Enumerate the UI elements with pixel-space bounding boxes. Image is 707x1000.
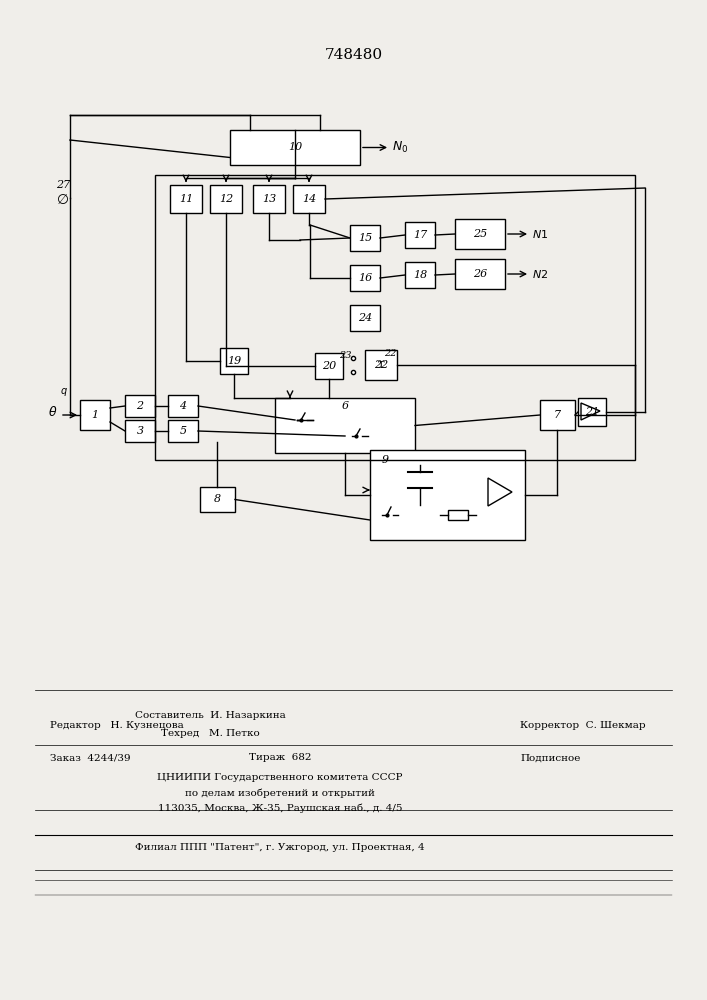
Text: $N_0$: $N_0$ [392, 140, 409, 155]
FancyBboxPatch shape [168, 420, 198, 442]
Text: 1: 1 [91, 410, 98, 420]
Text: 19: 19 [227, 356, 241, 366]
Text: ЦНИИПИ Государственного комитета СССР: ЦНИИПИ Государственного комитета СССР [157, 774, 403, 782]
FancyBboxPatch shape [230, 130, 360, 165]
FancyBboxPatch shape [168, 395, 198, 417]
Text: 22: 22 [374, 360, 388, 370]
Text: 21: 21 [585, 407, 599, 417]
FancyBboxPatch shape [455, 219, 505, 249]
Text: Подписное: Подписное [520, 754, 580, 762]
Text: $\mathit{q}$: $\mathit{q}$ [60, 386, 68, 398]
Text: T: T [378, 360, 385, 369]
FancyBboxPatch shape [370, 450, 525, 540]
Text: 10: 10 [288, 142, 302, 152]
Text: Корректор  С. Шекмар: Корректор С. Шекмар [520, 722, 645, 730]
Text: 7: 7 [554, 410, 561, 420]
Text: 26: 26 [473, 269, 487, 279]
FancyBboxPatch shape [80, 400, 110, 430]
Text: 3: 3 [136, 426, 144, 436]
Text: 20: 20 [322, 361, 336, 371]
Text: 113035, Москва, Ж-35, Раушская наб., д. 4/5: 113035, Москва, Ж-35, Раушская наб., д. … [158, 803, 402, 813]
FancyBboxPatch shape [405, 262, 435, 288]
Text: 17: 17 [413, 230, 427, 240]
Text: Техред   М. Петко: Техред М. Петко [160, 728, 259, 738]
Text: 5: 5 [180, 426, 187, 436]
Text: 12: 12 [219, 194, 233, 204]
Text: Тираж  682: Тираж 682 [249, 754, 311, 762]
Text: 14: 14 [302, 194, 316, 204]
Text: 748480: 748480 [325, 48, 383, 62]
FancyBboxPatch shape [540, 400, 575, 430]
FancyBboxPatch shape [365, 350, 397, 380]
FancyBboxPatch shape [293, 185, 325, 213]
Text: $\emptyset$: $\emptyset$ [57, 193, 69, 207]
FancyBboxPatch shape [448, 510, 468, 520]
Text: 9: 9 [382, 455, 389, 465]
FancyBboxPatch shape [125, 395, 155, 417]
FancyBboxPatch shape [170, 185, 202, 213]
Text: $N1$: $N1$ [532, 228, 549, 240]
FancyBboxPatch shape [200, 487, 235, 512]
FancyBboxPatch shape [350, 225, 380, 251]
Text: Заказ  4244/39: Заказ 4244/39 [50, 754, 131, 762]
FancyBboxPatch shape [275, 398, 415, 453]
FancyBboxPatch shape [578, 398, 606, 426]
Text: Редактор   Н. Кузнецова: Редактор Н. Кузнецова [50, 722, 184, 730]
Text: по делам изобретений и открытий: по делам изобретений и открытий [185, 788, 375, 798]
FancyBboxPatch shape [350, 305, 380, 331]
Text: $\theta$: $\theta$ [47, 405, 57, 419]
FancyBboxPatch shape [455, 259, 505, 289]
Text: Составитель  И. Назаркина: Составитель И. Назаркина [134, 710, 286, 720]
FancyBboxPatch shape [405, 222, 435, 248]
Text: 16: 16 [358, 273, 372, 283]
FancyBboxPatch shape [210, 185, 242, 213]
Text: 13: 13 [262, 194, 276, 204]
Text: $N2$: $N2$ [532, 268, 549, 280]
Text: 18: 18 [413, 270, 427, 280]
Text: Филиал ППП "Патент", г. Ужгород, ул. Проектная, 4: Филиал ППП "Патент", г. Ужгород, ул. Про… [135, 844, 425, 852]
Text: 22: 22 [384, 349, 396, 358]
Text: 11: 11 [179, 194, 193, 204]
Text: 23: 23 [339, 351, 351, 360]
Text: 24: 24 [358, 313, 372, 323]
FancyBboxPatch shape [125, 420, 155, 442]
FancyBboxPatch shape [253, 185, 285, 213]
Text: 27: 27 [56, 180, 70, 190]
Text: 25: 25 [473, 229, 487, 239]
Text: 15: 15 [358, 233, 372, 243]
Text: 6: 6 [341, 401, 349, 411]
Text: 8: 8 [214, 494, 221, 504]
Text: 2: 2 [136, 401, 144, 411]
FancyBboxPatch shape [350, 265, 380, 291]
FancyBboxPatch shape [220, 348, 248, 374]
FancyBboxPatch shape [315, 353, 343, 379]
Text: 4: 4 [180, 401, 187, 411]
